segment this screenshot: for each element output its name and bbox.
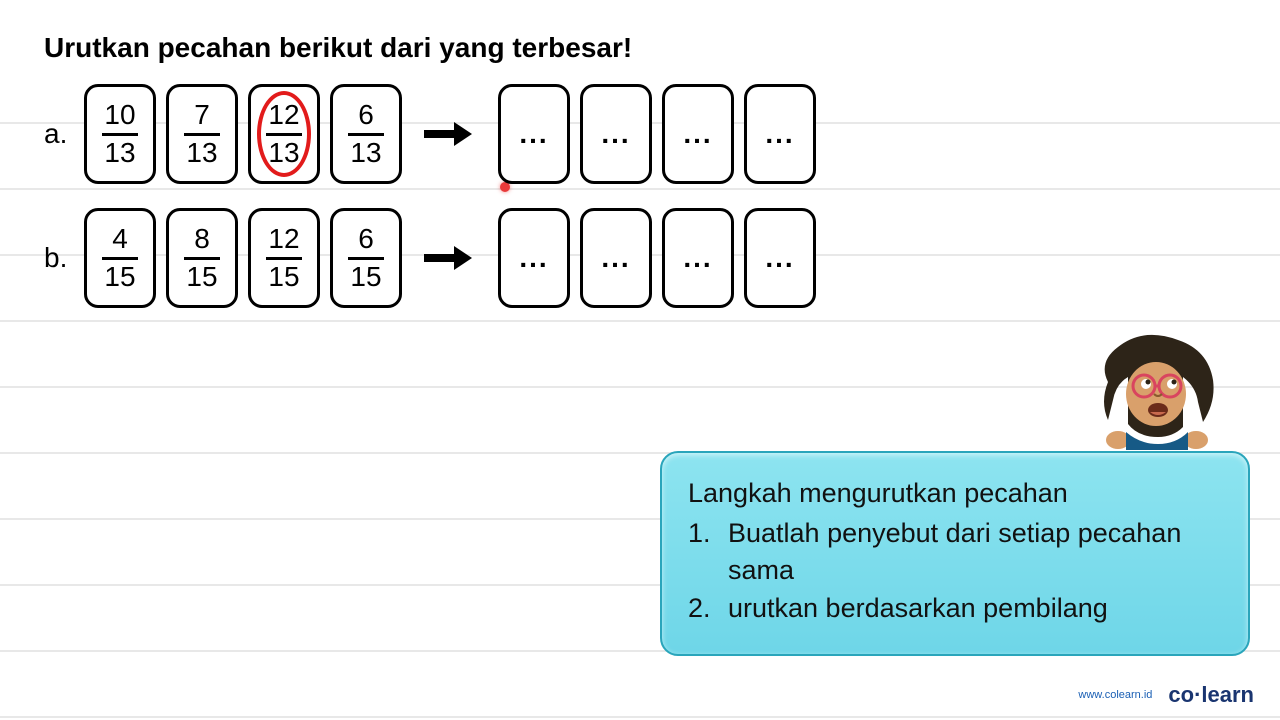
blank-placeholder: ... [683, 242, 712, 274]
blank-placeholder: ... [601, 118, 630, 150]
fraction-bar [102, 133, 138, 136]
blank-card[interactable]: ... [662, 84, 734, 184]
hint-item: 1. Buatlah penyebut dari setiap pecahan … [688, 515, 1222, 591]
fraction-card: 12 15 [248, 208, 320, 308]
denominator: 13 [100, 138, 139, 169]
fraction: 7 13 [182, 100, 221, 169]
hint-box: Langkah mengurutkan pecahan 1. Buatlah p… [660, 451, 1250, 656]
denominator: 15 [100, 262, 139, 293]
fraction-card: 7 13 [166, 84, 238, 184]
numerator: 12 [264, 224, 303, 255]
fraction-card: 10 13 [84, 84, 156, 184]
problem-row-b: b. 4 15 8 15 12 15 [44, 208, 1236, 308]
fraction-bar [184, 133, 220, 136]
hint-item-text: Buatlah penyebut dari setiap pecahan sam… [728, 515, 1222, 591]
fraction-bar [102, 257, 138, 260]
problem-row-a: a. 10 13 7 13 12 [44, 84, 1236, 184]
fraction: 12 15 [264, 224, 303, 293]
fraction-card: 4 15 [84, 208, 156, 308]
cards-b: 4 15 8 15 12 15 [84, 208, 816, 308]
arrow-icon [424, 120, 472, 148]
hint-item-number: 1. [688, 515, 728, 591]
fraction-bar [266, 133, 302, 136]
blank-placeholder: ... [519, 242, 548, 274]
fraction: 8 15 [182, 224, 221, 293]
fraction-card: 12 13 [248, 84, 320, 184]
fraction-card: 6 15 [330, 208, 402, 308]
denominator: 13 [182, 138, 221, 169]
denominator: 13 [264, 138, 303, 169]
denominator: 15 [346, 262, 385, 293]
arrow-icon [424, 244, 472, 272]
fraction-card: 8 15 [166, 208, 238, 308]
numerator: 6 [354, 224, 378, 255]
numerator: 10 [100, 100, 139, 131]
blank-placeholder: ... [765, 118, 794, 150]
hint-item-number: 2. [688, 590, 728, 628]
blank-card[interactable]: ... [580, 84, 652, 184]
numerator: 7 [190, 100, 214, 131]
denominator: 13 [346, 138, 385, 169]
numerator: 4 [108, 224, 132, 255]
footer-url: www.colearn.id [1078, 689, 1152, 701]
blank-placeholder: ... [683, 118, 712, 150]
fraction: 10 13 [100, 100, 139, 169]
hint-item-text: urutkan berdasarkan pembilang [728, 590, 1222, 628]
fraction-bar [348, 133, 384, 136]
fraction-card: 6 13 [330, 84, 402, 184]
blank-card[interactable]: ... [744, 84, 816, 184]
fraction: 4 15 [100, 224, 139, 293]
hint-item: 2. urutkan berdasarkan pembilang [688, 590, 1222, 628]
denominator: 15 [182, 262, 221, 293]
blank-placeholder: ... [765, 242, 794, 274]
fraction: 6 15 [346, 224, 385, 293]
row-label-b: b. [44, 242, 84, 274]
numerator: 6 [354, 100, 378, 131]
blank-card[interactable]: ... [662, 208, 734, 308]
blank-card[interactable]: ... [498, 84, 570, 184]
numerator: 12 [264, 100, 303, 131]
blank-card[interactable]: ... [580, 208, 652, 308]
blank-card[interactable]: ... [744, 208, 816, 308]
fraction-bar [184, 257, 220, 260]
worksheet-content: Urutkan pecahan berikut dari yang terbes… [0, 0, 1280, 364]
blank-placeholder: ... [601, 242, 630, 274]
fraction-bar [348, 257, 384, 260]
hint-title: Langkah mengurutkan pecahan [688, 475, 1222, 513]
page-title: Urutkan pecahan berikut dari yang terbes… [44, 32, 1236, 64]
footer-logo: co·learn [1168, 682, 1254, 708]
fraction-bar [266, 257, 302, 260]
row-label-a: a. [44, 118, 84, 150]
cards-a: 10 13 7 13 12 13 [84, 84, 816, 184]
denominator: 15 [264, 262, 303, 293]
numerator: 8 [190, 224, 214, 255]
blank-card[interactable]: ... [498, 208, 570, 308]
blank-placeholder: ... [519, 118, 548, 150]
fraction: 12 13 [264, 100, 303, 169]
footer: www.colearn.id co·learn [1078, 682, 1254, 708]
fraction: 6 13 [346, 100, 385, 169]
